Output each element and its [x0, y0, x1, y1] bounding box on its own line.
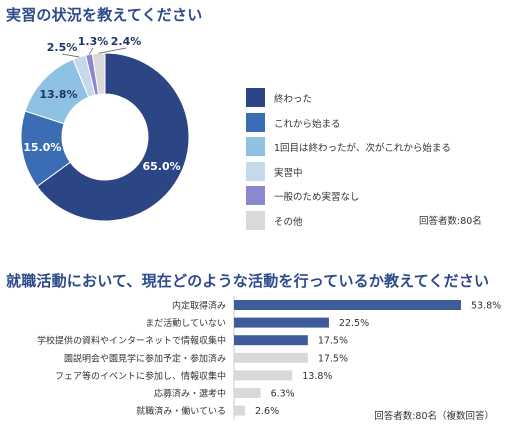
donut-data-label: 13.8%	[39, 88, 77, 101]
donut-leader-line	[88, 47, 94, 55]
bar	[234, 370, 293, 381]
bar-value-label: 53.8%	[471, 301, 501, 312]
legend-label: これから始まる	[274, 118, 341, 130]
legend-label: その他	[274, 216, 303, 228]
donut-slice	[91, 52, 106, 96]
donut-data-label: 65.0%	[142, 160, 180, 173]
legend-label: 終わった	[274, 94, 313, 105]
bar-category-label: 応募済み・選考中	[154, 388, 226, 400]
bar	[234, 388, 261, 398]
bar-value-label: 13.8%	[302, 371, 332, 382]
legend-swatch	[246, 112, 265, 132]
bar	[234, 300, 461, 310]
donut-chart-title: 実習の状況を教えてください	[6, 6, 203, 24]
bar-category-label: 園説明会や園見学に参加予定・参加済み	[64, 352, 226, 364]
bar-chart-title: 就職活動において、現在どのような活動を行っているか教えてください	[6, 272, 490, 290]
legend-swatch	[246, 210, 265, 230]
legend-swatch	[246, 137, 265, 156]
bar-value-label: 6.3%	[271, 389, 295, 400]
donut-data-label: 2.4%	[111, 35, 142, 48]
donut-leader-line	[61, 53, 80, 58]
donut-data-label: 2.5%	[47, 41, 78, 54]
bar	[234, 352, 308, 363]
bar-value-label: 2.6%	[255, 406, 279, 417]
bar-category-label: フェア等のイベントに参加し、情報収集中	[55, 370, 226, 382]
donut-leader-line	[98, 47, 127, 54]
legend-swatch	[246, 161, 265, 181]
donut-data-label: 1.3%	[78, 35, 109, 48]
donut-data-label: 15.0%	[23, 141, 61, 154]
bar	[234, 317, 329, 328]
respondent-count: 回答者数:80名	[419, 216, 482, 227]
bar-value-label: 17.5%	[318, 353, 348, 364]
respondent-count-multiple: 回答者数:80名（複数回答）	[374, 411, 494, 422]
legend-label: 実習中	[274, 167, 303, 179]
bar-category-label: 就職済み・働いている	[136, 405, 226, 417]
legend-label: 1回目は終わったが、次がこれから始まる	[274, 143, 451, 154]
donut-slice	[36, 52, 190, 222]
bar-category-label: 内定取得済み	[172, 300, 226, 312]
bar	[234, 335, 308, 346]
legend-label: 一般のため実習なし	[274, 192, 360, 203]
bar-category-label: 学校提供の資料やインターネットで情報収集中	[37, 335, 226, 347]
legend-swatch	[246, 186, 265, 205]
bar	[234, 405, 245, 416]
bar-value-label: 22.5%	[339, 318, 369, 329]
bar-value-label: 17.5%	[318, 336, 348, 347]
donut-chart: 65.0% 15.0% 13.8% 2.5% 1.3% 2.4%	[20, 35, 190, 222]
legend-swatch	[246, 88, 265, 107]
bar-category-label: まだ活動していない	[145, 317, 226, 329]
